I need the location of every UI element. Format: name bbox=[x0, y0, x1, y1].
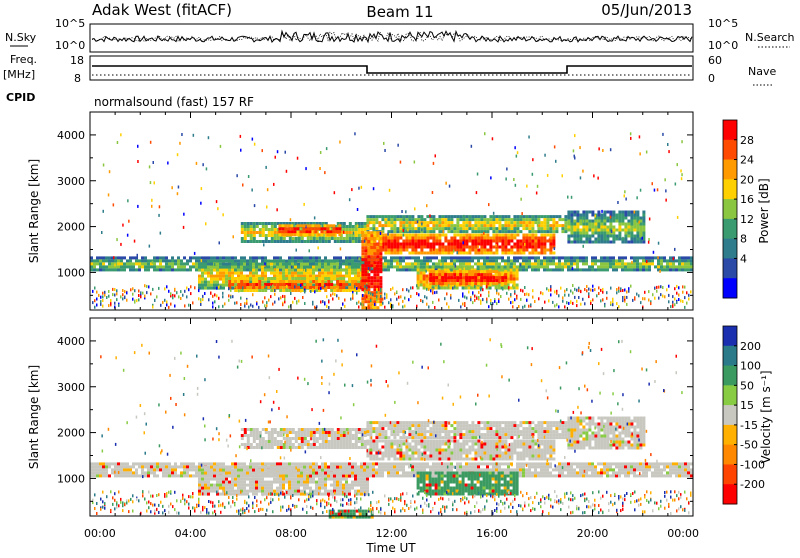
velocity-colorbar-tick-label: 15 bbox=[740, 399, 754, 412]
power-colorbar-tick-label: 4 bbox=[740, 252, 747, 265]
power-colorbar-swatch bbox=[723, 239, 737, 259]
velocity-colorbar-swatch bbox=[723, 346, 737, 366]
cpid-label: CPID bbox=[6, 91, 35, 104]
x-tick-label: 04:00 bbox=[175, 527, 207, 540]
power-colorbar-tick-label: 12 bbox=[740, 213, 754, 226]
cpid-value: normalsound (fast) 157 RF bbox=[94, 95, 254, 109]
power-colorbar-tick-label: 20 bbox=[740, 173, 754, 186]
power-colorbar-swatch bbox=[723, 278, 737, 298]
power-colorbar: 28 24 20 16 12 8 4 bbox=[723, 120, 754, 299]
power-colorbar-tick-label: 24 bbox=[740, 154, 754, 167]
freq-panel-frame bbox=[90, 56, 693, 80]
freq-tick-top: 18 bbox=[70, 54, 84, 67]
power-ytick-label: 2000 bbox=[57, 221, 85, 234]
date-title: 05/Jun/2013 bbox=[601, 1, 692, 19]
power-colorbar-swatch bbox=[723, 219, 737, 239]
power-colorbar-swatch bbox=[723, 120, 737, 140]
power-colorbar-swatch bbox=[723, 140, 737, 160]
velocity-colorbar-swatch bbox=[723, 464, 737, 484]
velocity-band bbox=[329, 510, 374, 519]
velocity-ytick-label: 4000 bbox=[57, 335, 85, 348]
power-colorbar-tick-label: 8 bbox=[740, 233, 747, 246]
nsearch-tick-top: 10^5 bbox=[708, 17, 738, 30]
nave-tick-top: 60 bbox=[708, 54, 722, 67]
nsky-tick-bottom: 10^0 bbox=[55, 39, 85, 52]
velocity-colorbar-tick-label: 100 bbox=[740, 360, 761, 373]
velocity-band bbox=[90, 462, 693, 477]
x-tick-label: 00:00 bbox=[84, 527, 116, 540]
power-colorbar-swatch bbox=[723, 199, 737, 219]
radar-title: Adak West (fitACF) bbox=[92, 1, 232, 19]
velocity-colorbar-tick-label: -50 bbox=[740, 439, 758, 452]
nsky-label: N.Sky bbox=[5, 31, 37, 44]
velocity-ytick-label: 2000 bbox=[57, 427, 85, 440]
velocity-band bbox=[567, 417, 645, 450]
velocity-ytick-label: 1000 bbox=[57, 472, 85, 485]
power-y-axis-label: Slant Range [km] bbox=[27, 159, 41, 263]
velocity-heatmap-data bbox=[90, 338, 693, 518]
velocity-colorbar-tick-label: -15 bbox=[740, 419, 758, 432]
velocity-y-axis-label: Slant Range [km] bbox=[27, 365, 41, 469]
power-colorbar-tick-label: 28 bbox=[740, 134, 754, 147]
power-colorbar-swatch bbox=[723, 160, 737, 180]
power-band bbox=[567, 211, 645, 244]
power-ytick-label: 1000 bbox=[57, 266, 85, 279]
velocity-band bbox=[366, 421, 567, 439]
x-tick-label: 08:00 bbox=[275, 527, 307, 540]
velocity-colorbar-tick-label: -200 bbox=[740, 478, 765, 491]
nave-label: Nave bbox=[748, 65, 776, 78]
power-band bbox=[90, 256, 693, 271]
freq-unit: [MHz] bbox=[3, 68, 35, 81]
beam-title: Beam 11 bbox=[366, 3, 433, 21]
freq-trace bbox=[92, 66, 692, 73]
velocity-colorbar-swatch bbox=[723, 366, 737, 386]
x-tick-label: 00:00 bbox=[667, 527, 699, 540]
nave-tick-bottom: 0 bbox=[708, 72, 715, 85]
power-heatmap-data bbox=[90, 132, 693, 309]
velocity-ytick-label: 3000 bbox=[57, 381, 85, 394]
power-band bbox=[278, 224, 341, 236]
velocity-band bbox=[366, 440, 555, 461]
nsearch-label: N.Search bbox=[745, 31, 795, 44]
velocity-colorbar-swatch bbox=[723, 385, 737, 405]
nsearch-tick-bottom: 10^0 bbox=[708, 39, 738, 52]
velocity-colorbar-swatch bbox=[723, 445, 737, 465]
velocity-colorbar-tick-label: 50 bbox=[740, 379, 754, 392]
power-colorbar-tick-label: 16 bbox=[740, 193, 754, 206]
freq-label: Freq. bbox=[10, 53, 37, 66]
x-tick-label: 16:00 bbox=[476, 527, 508, 540]
velocity-colorbar-swatch bbox=[723, 484, 737, 504]
x-tick-label: 12:00 bbox=[376, 527, 408, 540]
power-colorbar-label: Power [dB] bbox=[757, 178, 771, 243]
x-axis-label: Time UT bbox=[365, 541, 416, 554]
nsky-trace bbox=[92, 31, 692, 42]
power-ytick-label: 3000 bbox=[57, 175, 85, 188]
nsky-tick-top: 10^5 bbox=[55, 17, 85, 30]
velocity-colorbar-swatch bbox=[723, 405, 737, 425]
velocity-colorbar-label: Velocity [m s⁻¹] bbox=[759, 370, 773, 463]
power-colorbar-swatch bbox=[723, 179, 737, 199]
freq-tick-bottom: 8 bbox=[74, 72, 81, 85]
power-ytick-label: 4000 bbox=[57, 129, 85, 142]
velocity-colorbar-swatch bbox=[723, 425, 737, 445]
velocity-colorbar-tick-label: 200 bbox=[740, 340, 761, 353]
velocity-colorbar-swatch bbox=[723, 326, 737, 346]
power-band bbox=[366, 234, 555, 255]
x-tick-label: 20:00 bbox=[577, 527, 609, 540]
power-colorbar-swatch bbox=[723, 258, 737, 278]
